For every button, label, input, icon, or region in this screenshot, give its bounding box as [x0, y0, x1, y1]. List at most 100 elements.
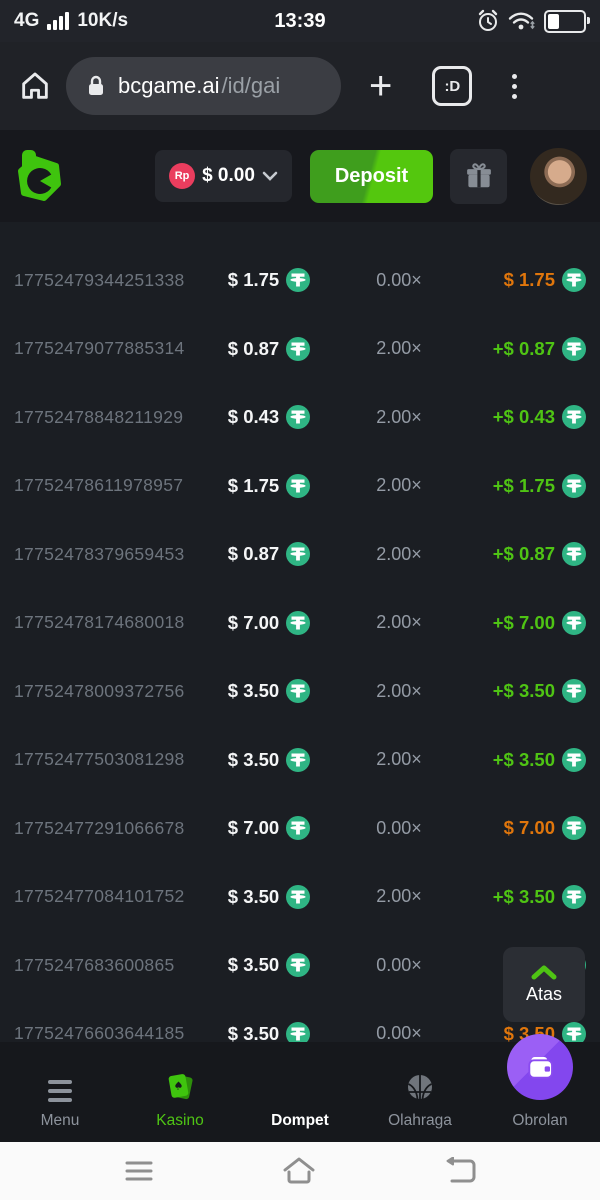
browser-menu-button[interactable] — [512, 73, 518, 99]
status-bar: 4G 10K/s 13:39 — [0, 0, 600, 42]
tether-icon — [286, 336, 311, 361]
android-home-button[interactable] — [279, 1156, 319, 1186]
bet-row[interactable]: 17752477291066678 $ 7.00 0.00× $ 7.00 — [0, 794, 600, 863]
bet-id: 17752478379659453 — [14, 543, 185, 564]
bet-id: 17752479344251338 — [14, 269, 185, 290]
bet-amount: $ 7.00 — [194, 610, 344, 635]
bet-payout: $ 3.50 — [454, 1021, 586, 1042]
tether-icon — [562, 1021, 586, 1042]
tether-icon — [562, 405, 586, 430]
wallet-circle[interactable] — [507, 1034, 573, 1100]
bet-row[interactable]: 17752479344251338 $ 1.75 0.00× $ 1.75 — [0, 246, 600, 315]
scroll-to-top-button[interactable]: Atas — [503, 947, 585, 1022]
network-type-label: 4G — [14, 10, 40, 31]
bet-id: 17752478848211929 — [14, 406, 184, 427]
bottom-navigation: Menu Kasino Dompet — [0, 1034, 600, 1142]
bet-multiplier: 2.00× — [376, 543, 422, 564]
bet-row[interactable]: 17752477084101752 $ 3.50 2.00× +$ 3.50 — [0, 863, 600, 932]
bet-payout: +$ 0.43 — [454, 405, 586, 430]
bet-amount: $ 0.87 — [194, 336, 344, 361]
bet-row[interactable]: 17752478009372756 $ 3.50 2.00× +$ 3.50 — [0, 657, 600, 726]
bet-amount: $ 3.50 — [194, 1021, 344, 1042]
user-avatar[interactable] — [530, 148, 587, 205]
bet-amount: $ 0.87 — [194, 542, 344, 567]
clock-label: 13:39 — [274, 9, 326, 32]
tether-icon — [562, 816, 586, 841]
bet-row[interactable]: 17752478611978957 $ 1.75 2.00× +$ 1.75 — [0, 452, 600, 521]
bet-row[interactable]: 17752478379659453 $ 0.87 2.00× +$ 0.87 — [0, 520, 600, 589]
nav-label-olahraga: Olahraga — [388, 1112, 452, 1129]
bet-id: 17752478174680018 — [14, 612, 185, 633]
bet-amount: $ 1.75 — [194, 268, 344, 293]
site-header: Rp $ 0.00 Deposit — [0, 130, 600, 222]
menu-icon — [48, 1080, 72, 1102]
url-path: /id/gai — [221, 73, 281, 98]
bet-payout: +$ 7.00 — [454, 610, 586, 635]
tether-icon — [286, 1021, 311, 1042]
bet-payout: $ 1.75 — [454, 268, 586, 293]
deposit-button[interactable]: Deposit — [310, 149, 433, 203]
bet-row[interactable]: 17752479077885314 $ 0.87 2.00× +$ 0.87 — [0, 315, 600, 384]
wifi-icon — [508, 12, 535, 30]
nav-label-menu: Menu — [40, 1112, 80, 1129]
url-bar[interactable]: bcgame.ai /id/gai — [66, 57, 341, 115]
bet-amount: $ 3.50 — [194, 747, 344, 772]
bet-id: 17752477503081298 — [14, 749, 185, 770]
tab-switcher-button[interactable]: :D — [432, 66, 473, 106]
balance-amount: $ 0.00 — [202, 165, 255, 186]
bet-multiplier: 0.00× — [376, 817, 422, 838]
tether-icon — [562, 542, 586, 567]
bet-id: 17752477084101752 — [14, 886, 185, 907]
tether-icon — [286, 884, 311, 909]
nav-item-kasino[interactable]: Kasino — [120, 1042, 240, 1142]
bonus-button[interactable] — [450, 148, 507, 204]
bet-id: 17752478611978957 — [14, 475, 184, 496]
alarm-icon — [478, 9, 498, 31]
bet-amount: $ 3.50 — [194, 953, 344, 978]
nav-label-dompet: Dompet — [271, 1112, 329, 1129]
signal-strength-icon — [47, 12, 70, 30]
casino-cards-icon — [168, 1074, 193, 1100]
tether-icon — [562, 268, 586, 293]
bet-id: 17752478009372756 — [14, 680, 185, 701]
bet-amount: $ 3.50 — [194, 884, 344, 909]
bet-id: 17752476603644185 — [14, 1023, 185, 1042]
currency-rp-badge: Rp — [169, 163, 196, 189]
bet-amount: $ 7.00 — [194, 816, 344, 841]
balance-selector[interactable]: Rp $ 0.00 — [155, 150, 292, 202]
android-back-button[interactable] — [442, 1157, 478, 1185]
tether-icon — [286, 816, 311, 841]
bet-amount: $ 3.50 — [194, 679, 344, 704]
scroll-to-top-label: Atas — [525, 984, 563, 1004]
nav-item-menu[interactable]: Menu — [0, 1042, 120, 1142]
nav-label-kasino: Kasino — [156, 1112, 204, 1129]
bet-multiplier: 2.00× — [376, 680, 422, 701]
bet-multiplier: 2.00× — [376, 886, 422, 907]
battery-icon — [544, 9, 590, 33]
tether-icon — [286, 679, 311, 704]
bet-payout: +$ 3.50 — [454, 747, 586, 772]
tether-icon — [286, 747, 311, 772]
bet-payout: $ 7.00 — [454, 816, 586, 841]
bet-row[interactable]: 17752478848211929 $ 0.43 2.00× +$ 0.43 — [0, 383, 600, 452]
android-nav-bar — [0, 1142, 600, 1200]
bet-row[interactable]: 17752478174680018 $ 7.00 2.00× +$ 7.00 — [0, 589, 600, 658]
tether-icon — [286, 542, 311, 567]
android-menu-button[interactable] — [122, 1157, 156, 1185]
bet-multiplier: 2.00× — [376, 749, 422, 770]
bet-amount: $ 0.43 — [194, 405, 344, 430]
bet-id: 1775247683600865 — [14, 954, 175, 975]
bet-id: 17752479077885314 — [14, 338, 185, 359]
basketball-icon — [408, 1075, 432, 1100]
nav-item-dompet[interactable]: Dompet — [240, 1034, 573, 1142]
bet-row[interactable]: 17752477503081298 $ 3.50 2.00× +$ 3.50 — [0, 726, 600, 795]
tether-icon — [562, 884, 586, 909]
tether-icon — [562, 679, 586, 704]
bet-multiplier: 2.00× — [376, 612, 422, 633]
tether-icon — [562, 336, 586, 361]
browser-home-icon[interactable] — [18, 69, 52, 103]
bcgame-logo[interactable] — [12, 145, 62, 207]
chevron-up-icon — [531, 965, 557, 980]
nav-item-olahraga[interactable]: Olahraga — [360, 1042, 480, 1142]
